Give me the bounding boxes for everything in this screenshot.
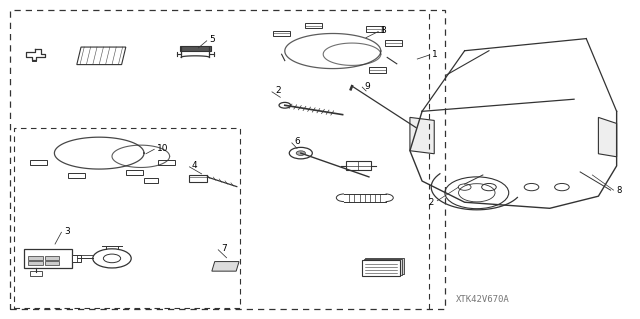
Bar bbox=[385, 40, 402, 46]
Text: 4: 4 bbox=[192, 161, 198, 170]
Bar bbox=[72, 255, 81, 262]
Polygon shape bbox=[410, 117, 435, 154]
Bar bbox=[366, 26, 383, 32]
Text: 8: 8 bbox=[381, 26, 387, 35]
Polygon shape bbox=[598, 117, 617, 157]
Bar bbox=[29, 271, 42, 276]
Bar bbox=[144, 178, 158, 183]
Bar bbox=[45, 261, 60, 265]
Circle shape bbox=[296, 151, 305, 155]
Text: 6: 6 bbox=[294, 137, 300, 146]
Bar bbox=[28, 261, 42, 265]
Bar bbox=[24, 249, 72, 268]
Bar bbox=[68, 173, 85, 178]
Bar bbox=[14, 128, 240, 308]
Text: XTK42V670A: XTK42V670A bbox=[456, 295, 510, 304]
Bar bbox=[189, 175, 207, 182]
Bar bbox=[362, 260, 400, 276]
Bar bbox=[126, 170, 143, 175]
Bar bbox=[10, 10, 445, 309]
Polygon shape bbox=[77, 47, 126, 64]
Text: 9: 9 bbox=[365, 82, 371, 91]
Text: 1: 1 bbox=[432, 50, 438, 59]
Text: 2: 2 bbox=[275, 86, 281, 95]
Text: 2: 2 bbox=[428, 198, 433, 207]
Bar bbox=[365, 258, 404, 274]
Text: 5: 5 bbox=[209, 35, 215, 44]
Bar bbox=[28, 256, 42, 260]
Bar bbox=[369, 67, 386, 73]
Bar bbox=[158, 160, 175, 165]
Bar bbox=[346, 161, 371, 170]
Polygon shape bbox=[212, 262, 239, 271]
Bar bbox=[30, 160, 47, 165]
Text: 10: 10 bbox=[157, 144, 168, 153]
Bar bbox=[364, 259, 402, 275]
Bar bbox=[305, 23, 322, 28]
Text: 7: 7 bbox=[221, 244, 227, 253]
Bar bbox=[180, 46, 211, 51]
Bar bbox=[45, 256, 60, 260]
Text: 8: 8 bbox=[617, 186, 622, 195]
Bar bbox=[273, 31, 290, 36]
Text: 3: 3 bbox=[64, 227, 70, 236]
